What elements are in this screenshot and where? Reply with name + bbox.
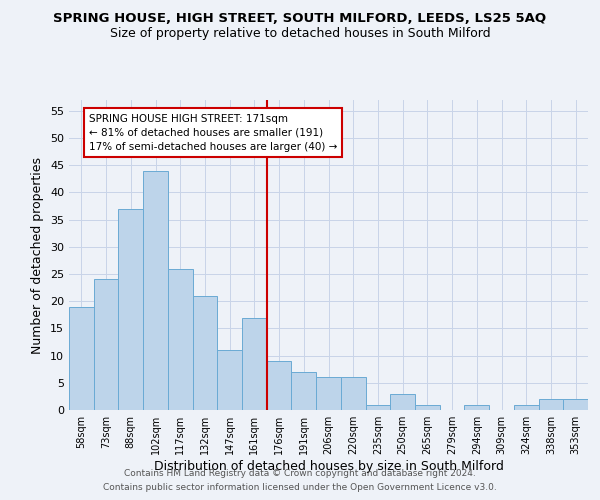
Bar [464,404,489,410]
Bar [94,280,118,410]
Text: Contains public sector information licensed under the Open Government Licence v3: Contains public sector information licen… [103,484,497,492]
Bar [267,361,292,410]
Text: Size of property relative to detached houses in South Milford: Size of property relative to detached ho… [110,28,490,40]
Text: Contains HM Land Registry data © Crown copyright and database right 2024.: Contains HM Land Registry data © Crown c… [124,468,476,477]
Bar [69,306,94,410]
Bar [514,404,539,410]
Bar [390,394,415,410]
Bar [539,399,563,410]
Bar [143,170,168,410]
Bar [217,350,242,410]
Bar [242,318,267,410]
Bar [118,209,143,410]
Bar [415,404,440,410]
Bar [168,268,193,410]
Bar [292,372,316,410]
Bar [316,378,341,410]
Bar [365,404,390,410]
Text: SPRING HOUSE, HIGH STREET, SOUTH MILFORD, LEEDS, LS25 5AQ: SPRING HOUSE, HIGH STREET, SOUTH MILFORD… [53,12,547,26]
X-axis label: Distribution of detached houses by size in South Milford: Distribution of detached houses by size … [154,460,503,473]
Bar [341,378,365,410]
Bar [193,296,217,410]
Y-axis label: Number of detached properties: Number of detached properties [31,156,44,354]
Bar [563,399,588,410]
Text: SPRING HOUSE HIGH STREET: 171sqm
← 81% of detached houses are smaller (191)
17% : SPRING HOUSE HIGH STREET: 171sqm ← 81% o… [89,114,337,152]
